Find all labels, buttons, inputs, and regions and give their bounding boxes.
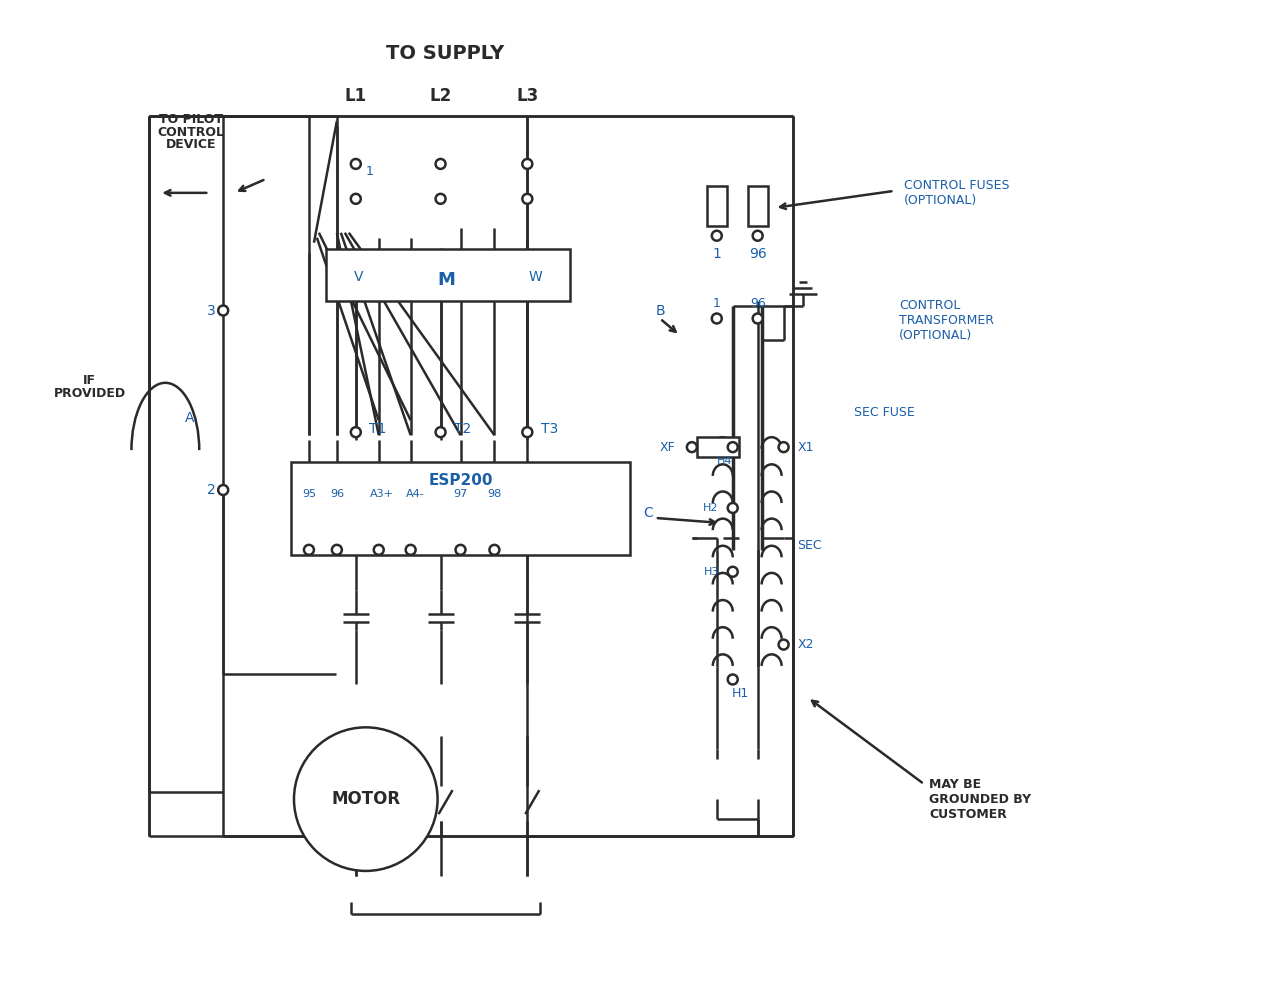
Text: ESP200: ESP200 — [429, 473, 493, 488]
Text: IF: IF — [83, 374, 96, 387]
Circle shape — [435, 159, 445, 168]
Text: L2: L2 — [429, 87, 452, 105]
Circle shape — [522, 159, 532, 168]
Text: 96: 96 — [330, 489, 344, 499]
Circle shape — [351, 159, 361, 168]
Text: 98: 98 — [488, 489, 502, 499]
Text: H2: H2 — [703, 503, 719, 513]
Text: 1: 1 — [713, 246, 721, 261]
Circle shape — [351, 427, 361, 437]
Text: T2: T2 — [454, 423, 471, 436]
Text: 1: 1 — [366, 165, 374, 178]
Circle shape — [406, 545, 416, 555]
Text: SEC FUSE: SEC FUSE — [854, 406, 915, 419]
Text: (OPTIONAL): (OPTIONAL) — [904, 194, 978, 207]
Circle shape — [778, 639, 788, 649]
Text: 95: 95 — [302, 489, 316, 499]
Circle shape — [687, 442, 696, 452]
Circle shape — [712, 230, 722, 240]
Circle shape — [218, 485, 228, 495]
Text: 1: 1 — [713, 297, 721, 310]
Text: PROVIDED: PROVIDED — [54, 387, 125, 400]
Text: T3: T3 — [540, 423, 558, 436]
Text: 96: 96 — [750, 297, 765, 310]
Circle shape — [728, 442, 737, 452]
Text: XF: XF — [659, 440, 675, 454]
Bar — [326, 248, 570, 300]
Circle shape — [294, 727, 438, 871]
Text: M: M — [438, 271, 456, 289]
Text: DEVICE: DEVICE — [166, 139, 216, 152]
Text: A: A — [184, 411, 195, 426]
Bar — [696, 437, 739, 457]
Text: 3: 3 — [207, 303, 215, 317]
Circle shape — [435, 194, 445, 204]
Circle shape — [522, 427, 532, 437]
Circle shape — [728, 566, 737, 577]
Bar — [291, 462, 630, 555]
Circle shape — [753, 313, 763, 323]
Text: W: W — [529, 270, 543, 284]
Text: T1: T1 — [369, 423, 387, 436]
Circle shape — [303, 545, 314, 555]
Circle shape — [728, 675, 737, 685]
Text: L1: L1 — [344, 87, 367, 105]
Text: MOTOR: MOTOR — [332, 790, 401, 808]
Bar — [748, 186, 768, 226]
Circle shape — [374, 545, 384, 555]
Bar — [707, 186, 727, 226]
Text: X2: X2 — [797, 638, 814, 651]
Text: X1: X1 — [797, 440, 814, 454]
Circle shape — [351, 194, 361, 204]
Circle shape — [435, 427, 445, 437]
Text: A4-: A4- — [406, 489, 425, 499]
Circle shape — [218, 305, 228, 315]
Text: A3+: A3+ — [370, 489, 394, 499]
Text: H3: H3 — [704, 566, 719, 577]
Text: H4: H4 — [717, 456, 732, 466]
Text: TO PILOT: TO PILOT — [159, 112, 223, 125]
Text: L3: L3 — [516, 87, 539, 105]
Text: CONTROL: CONTROL — [900, 299, 961, 312]
Text: SEC: SEC — [797, 540, 822, 553]
Text: V: V — [355, 270, 364, 284]
Circle shape — [332, 545, 342, 555]
Text: CUSTOMER: CUSTOMER — [929, 808, 1007, 821]
Circle shape — [712, 313, 722, 323]
Text: CONTROL FUSES: CONTROL FUSES — [904, 179, 1010, 192]
Circle shape — [489, 545, 499, 555]
Text: C: C — [643, 506, 653, 520]
Text: B: B — [655, 303, 664, 317]
Text: (OPTIONAL): (OPTIONAL) — [900, 329, 973, 342]
Text: TO SUPPLY: TO SUPPLY — [387, 43, 504, 63]
Circle shape — [522, 194, 532, 204]
Text: H1: H1 — [732, 687, 749, 700]
Circle shape — [456, 545, 466, 555]
Text: 97: 97 — [453, 489, 467, 499]
Text: MAY BE: MAY BE — [929, 778, 982, 791]
Text: CONTROL: CONTROL — [157, 125, 225, 139]
Circle shape — [753, 230, 763, 240]
Text: TRANSFORMER: TRANSFORMER — [900, 314, 995, 327]
Text: GROUNDED BY: GROUNDED BY — [929, 793, 1032, 806]
Circle shape — [778, 442, 788, 452]
Text: 2: 2 — [207, 483, 215, 497]
Circle shape — [728, 503, 737, 513]
Text: 96: 96 — [749, 246, 767, 261]
